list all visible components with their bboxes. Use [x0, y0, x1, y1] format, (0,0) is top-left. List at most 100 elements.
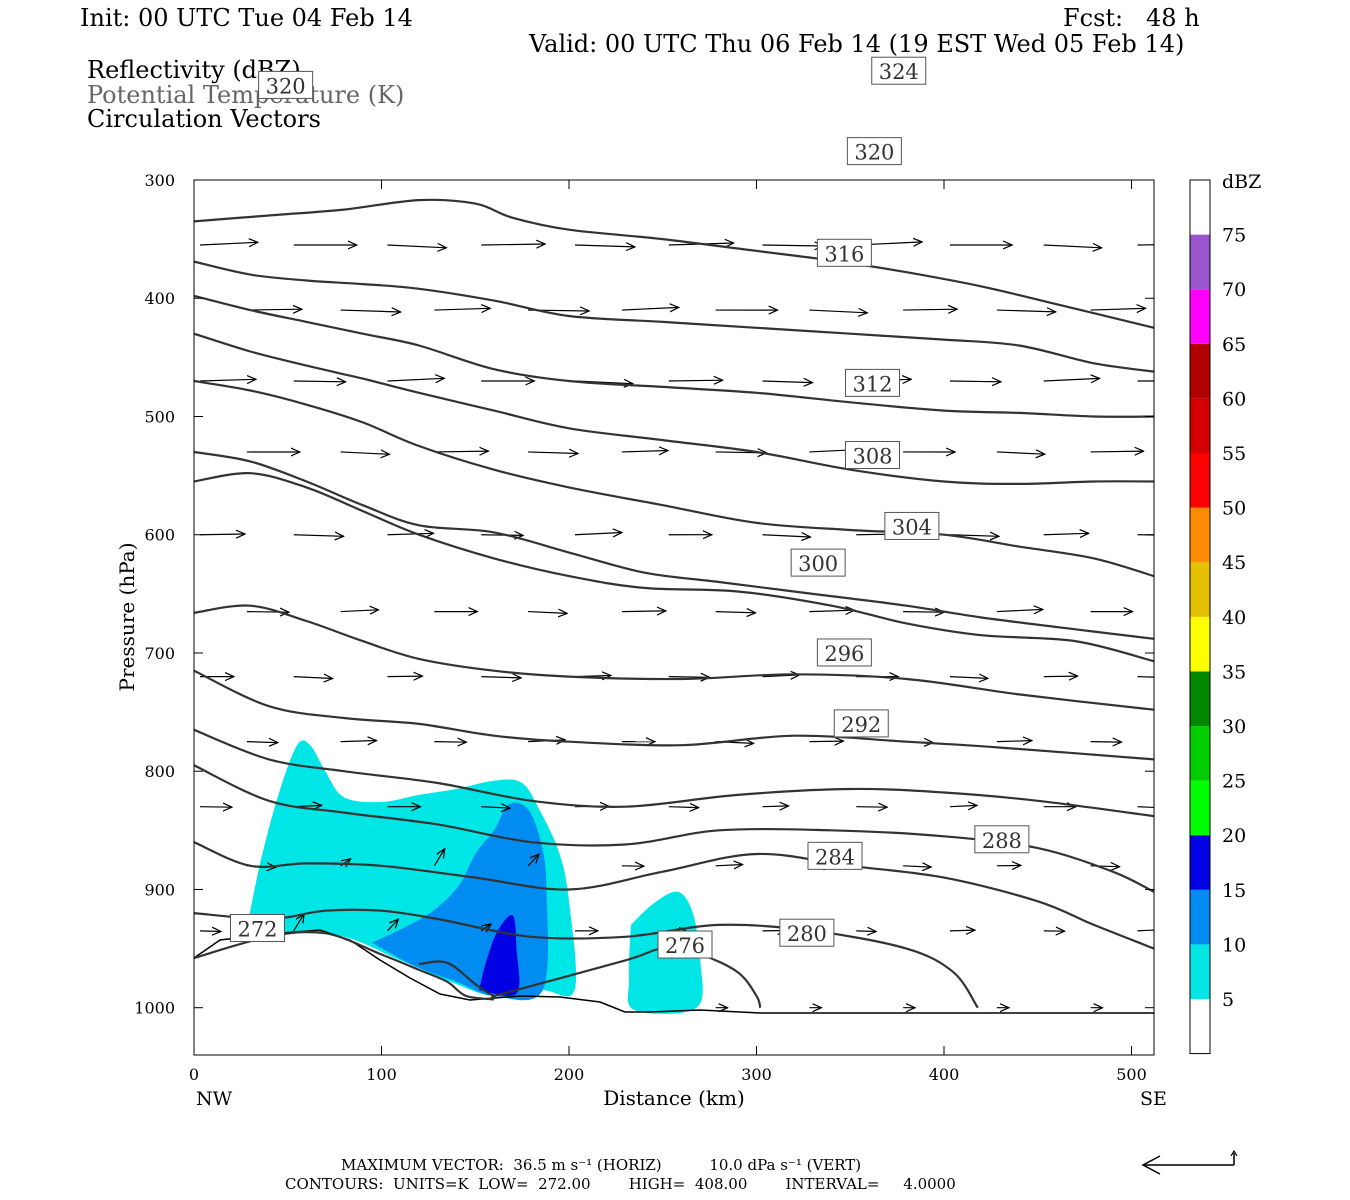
circulation-vector [246, 309, 302, 310]
circulation-vector [949, 805, 977, 806]
theta-contour-320-13 [194, 260, 1154, 373]
theta-contour-300-7 [194, 604, 1154, 711]
theta-contour-304-8 [194, 472, 1154, 663]
theta-label-box [871, 56, 927, 85]
circulation-vector [903, 309, 957, 310]
circulation-vector [387, 378, 445, 381]
circulation-vector [996, 452, 1045, 454]
y-tick-label: 600 [144, 526, 175, 545]
theta-contour-label: 276 [665, 934, 705, 958]
x-tick-label: 100 [366, 1065, 397, 1084]
colorbar-tick-label: 5 [1222, 989, 1234, 1011]
theta-contour-label: 308 [852, 445, 892, 469]
x-tick-label: 300 [741, 1065, 772, 1084]
colorbar-swatch [1190, 889, 1210, 945]
theta-contour-label: 292 [841, 713, 881, 737]
theta-contour-label: 300 [798, 552, 838, 576]
circulation-vector [715, 612, 756, 613]
circulation-vector [668, 380, 723, 381]
colorbar-tick-label: 15 [1222, 880, 1246, 902]
circulation-vector [480, 924, 491, 931]
circulation-vector [1137, 676, 1154, 678]
colorbar-tick-label: 50 [1222, 498, 1246, 520]
x-axis-title: Distance (km) [603, 1086, 745, 1110]
circulation-vector [1043, 676, 1078, 677]
circulation-vector [621, 611, 666, 612]
circulation-vector [762, 245, 824, 246]
circulation-vector [387, 533, 434, 534]
theta-label-box [845, 441, 900, 470]
circulation-vector [762, 381, 813, 383]
colorbar-tick-label: 10 [1222, 934, 1246, 956]
circulation-vector [387, 676, 423, 677]
colorbar-swatch [1190, 835, 1210, 890]
colorbar-swatch [1190, 999, 1210, 1054]
circulation-vector [949, 381, 1001, 382]
circulation-vector [809, 741, 843, 742]
circulation-vector [434, 308, 490, 310]
y-tick-label: 500 [144, 407, 175, 426]
circulation-vector [387, 919, 399, 932]
theta-contour-276-1 [418, 947, 762, 1009]
circulation-vector [481, 677, 521, 678]
circulation-vector [903, 612, 944, 613]
y-axis-title: Pressure (hPa) [115, 543, 139, 692]
circulation-vector [340, 452, 390, 454]
valid-time: Valid: 00 UTC Thu 06 Feb 14 (19 EST Wed … [529, 30, 1185, 58]
theta-contour-label: 284 [815, 845, 855, 869]
theta-contour-label: 288 [982, 829, 1022, 853]
circulation-vector [1137, 806, 1154, 809]
theta-contour-284-3 [194, 841, 1154, 950]
theta-contour-label: 312 [852, 372, 892, 396]
theta-label-box [816, 638, 872, 667]
colorbar-tick-label: 40 [1222, 607, 1246, 629]
theta-contour-label: 320 [266, 74, 306, 98]
colorbar-frame [1189, 179, 1211, 1055]
colorbar-tick-label: 65 [1222, 334, 1246, 356]
theta-label-box [845, 368, 900, 397]
theta-label-box [974, 825, 1030, 854]
circulation-vector [856, 807, 887, 808]
circulation-vector [433, 849, 444, 867]
theta-contour-label: 324 [879, 60, 919, 84]
circulation-vector [481, 807, 510, 808]
circulation-vector [949, 535, 999, 537]
colorbar-swatch [1190, 453, 1210, 508]
theta-contour-308-9 [194, 450, 1154, 640]
circulation-vector [1137, 244, 1154, 246]
theta-contour-316-11 [194, 332, 1154, 486]
colorbar-swatch [1190, 507, 1210, 563]
theta-label-box [807, 841, 863, 870]
circulation-vector [528, 612, 567, 614]
theta-contour-292-5 [194, 728, 1154, 818]
circulation-vector [1090, 451, 1144, 452]
circulation-vector [996, 310, 1056, 312]
theta-label-box [833, 709, 889, 738]
circulation-vector [715, 865, 743, 866]
theta-label-box [884, 511, 940, 540]
colorbar-tick-label: 75 [1222, 225, 1246, 247]
contours-text: CONTOURS: UNITS=K LOW= 272.00 HIGH= 408.… [285, 1175, 956, 1193]
field-vectors-label: Circulation Vectors [87, 105, 321, 133]
circulation-vector [528, 452, 578, 454]
circulation-vector [668, 807, 699, 808]
colorbar-tick-label: 45 [1222, 552, 1246, 574]
colorbar-swatch [1190, 343, 1210, 399]
theta-contour-label: 280 [787, 922, 827, 946]
colorbar-swatch [1190, 562, 1210, 617]
theta-contour-label: 272 [237, 917, 277, 941]
x-tick-label: 0 [189, 1065, 199, 1084]
colorbar-swatch [1190, 616, 1210, 672]
theta-contour-312-10 [194, 379, 1154, 578]
colorbar-tick-label: 20 [1222, 825, 1246, 847]
colorbar-swatch [1190, 944, 1210, 999]
theta-label-box [790, 548, 846, 577]
circulation-vector [762, 806, 789, 807]
colorbar-tick-label: 55 [1222, 443, 1246, 465]
circulation-vector [574, 245, 635, 247]
y-tick-label: 800 [144, 762, 175, 781]
colorbar-swatch [1190, 234, 1210, 290]
circulation-vector [1043, 245, 1102, 248]
theta-contour-label: 304 [892, 515, 932, 539]
circulation-vector [199, 379, 256, 381]
